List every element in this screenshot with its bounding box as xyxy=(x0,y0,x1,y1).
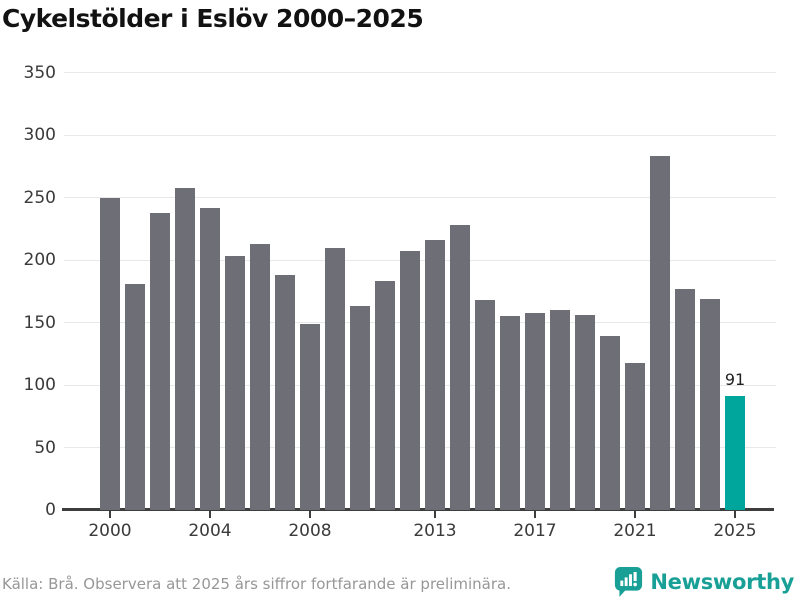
bar-2023 xyxy=(675,288,695,510)
x-tick-2017 xyxy=(534,511,536,518)
bar-2024 xyxy=(700,298,720,510)
x-axis-label-2025: 2025 xyxy=(713,521,757,541)
x-axis-label-2013: 2013 xyxy=(413,521,457,541)
newsworthy-icon xyxy=(614,566,643,597)
bar-2009 xyxy=(325,247,345,510)
x-axis-label-2000: 2000 xyxy=(88,521,132,541)
bar-2015 xyxy=(475,300,495,510)
gridline-50 xyxy=(64,447,776,448)
gridline-100 xyxy=(64,384,776,386)
newsworthy-logo[interactable]: Newsworthy xyxy=(614,566,794,597)
x-axis-label-2004: 2004 xyxy=(188,521,232,541)
bar-2000 xyxy=(100,197,120,510)
bar-2020 xyxy=(600,336,620,510)
bar-2012 xyxy=(400,251,420,510)
bar-2019 xyxy=(575,315,595,510)
bar-2018 xyxy=(550,310,570,510)
bar-2003 xyxy=(175,187,195,510)
bar-2001 xyxy=(125,283,145,510)
gridline-250 xyxy=(64,197,776,198)
gridline-350 xyxy=(64,72,776,73)
bar-2014 xyxy=(450,225,470,510)
bar-2007 xyxy=(275,275,295,510)
gridline-300 xyxy=(64,134,776,136)
x-axis-label-2008: 2008 xyxy=(288,521,332,541)
bar-2021 xyxy=(625,362,645,510)
y-axis-label-100: 100 xyxy=(23,375,56,395)
x-tick-2004 xyxy=(209,511,211,518)
chart-title: Cykelstölder i Eslöv 2000–2025 xyxy=(2,4,424,33)
bar-2004 xyxy=(200,207,220,510)
bar-2013 xyxy=(425,240,445,510)
bar-2005 xyxy=(225,256,245,510)
bar-2022 xyxy=(650,156,670,510)
x-tick-2013 xyxy=(434,511,436,518)
bar-2008 xyxy=(300,323,320,510)
y-axis-label-350: 350 xyxy=(23,62,56,83)
y-axis-label-50: 50 xyxy=(34,437,56,458)
bar-2017 xyxy=(525,312,545,510)
y-axis-label-250: 250 xyxy=(23,187,56,208)
newsworthy-wordmark: Newsworthy xyxy=(650,569,794,594)
x-axis-label-2021: 2021 xyxy=(613,521,657,541)
gridline-150 xyxy=(64,322,776,323)
x-tick-2025 xyxy=(734,511,736,518)
bar-2011 xyxy=(375,281,395,510)
gridline-200 xyxy=(64,259,776,261)
bar-2025 xyxy=(725,396,745,510)
bar-2016 xyxy=(500,316,520,510)
bar-2010 xyxy=(350,306,370,510)
y-axis-label-150: 150 xyxy=(23,312,56,333)
bar-2002 xyxy=(150,212,170,510)
x-tick-2021 xyxy=(634,511,636,518)
highlight-value-label: 91 xyxy=(724,370,746,390)
x-tick-2000 xyxy=(109,511,111,518)
y-axis-label-200: 200 xyxy=(23,250,56,270)
y-axis-label-300: 300 xyxy=(23,125,56,145)
bar-2006 xyxy=(250,243,270,510)
y-axis-label-0: 0 xyxy=(45,500,56,520)
x-tick-2008 xyxy=(309,511,311,518)
x-axis-label-2017: 2017 xyxy=(513,521,557,541)
source-note: Källa: Brå. Observera att 2025 års siffr… xyxy=(2,575,511,593)
